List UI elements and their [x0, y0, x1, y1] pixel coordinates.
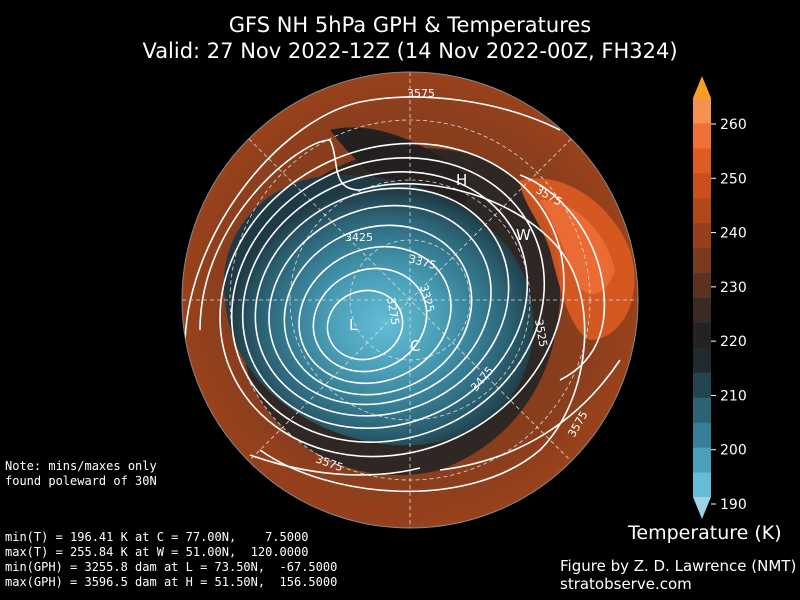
colorbar-segment: [693, 397, 711, 423]
graticule: [182, 72, 638, 528]
colorbar-tick-label: 230: [720, 280, 747, 296]
colorbar-segment: [693, 197, 711, 224]
colorbar-segment: [693, 422, 711, 448]
contour-label: 3425: [345, 231, 373, 244]
colorbar-extend-low: [693, 497, 711, 519]
note-line-2: found poleward of 30N: [5, 474, 157, 488]
contour-label: 3275: [384, 296, 402, 326]
extreme-stats: min(T) = 196.41 K at C = 77.00N, 7.5000 …: [5, 530, 337, 590]
marker-c: C: [410, 337, 420, 355]
colorbar-segment: [693, 122, 711, 149]
contour-label: 3525: [532, 318, 550, 348]
map-boundary: [181, 71, 639, 529]
colorbar-tick-label: 190: [720, 497, 747, 513]
note-text: Note: mins/maxes only found poleward of …: [5, 459, 157, 489]
credit-line-2: stratobserve.com: [560, 575, 692, 593]
title-line-1: GFS NH 5hPa GPH & Temperatures: [228, 13, 592, 37]
colorbar-tick-label: 240: [720, 226, 747, 242]
credit: Figure by Z. D. Lawrence (NMT) stratobse…: [560, 557, 796, 593]
colorbar-segment: [693, 147, 711, 174]
colorbar-tick-label: 220: [720, 334, 747, 350]
colorbar-segment: [693, 472, 711, 498]
colorbar-segment: [693, 297, 711, 323]
contour-label: 3575: [407, 87, 435, 100]
colorbar-segment: [693, 322, 711, 348]
stat-max-t: max(T) = 255.84 K at W = 51.00N, 120.000…: [5, 545, 309, 559]
colorbar-segment: [693, 372, 711, 398]
colorbar-segment: [693, 272, 711, 298]
extreme-markers: H W L C: [349, 171, 531, 355]
stat-max-gph: max(GPH) = 3596.5 dam at H = 51.50N, 156…: [5, 575, 338, 589]
credit-line-1: Figure by Z. D. Lawrence (NMT): [560, 557, 797, 575]
marker-l: L: [349, 316, 358, 334]
marker-h: H: [456, 171, 467, 189]
stat-min-t: min(T) = 196.41 K at C = 77.00N, 7.5000: [5, 530, 309, 544]
note-line-1: Note: mins/maxes only: [5, 459, 157, 473]
colorbar-segment: [693, 247, 711, 274]
colorbar: 190 200 210 220 230 240 250 260: [693, 76, 747, 519]
colorbar-tick-label: 260: [720, 117, 747, 133]
marker-w: W: [516, 226, 531, 244]
colorbar-extend-high: [693, 76, 711, 98]
colorbar-segment: [693, 347, 711, 373]
colorbar-segment: [693, 222, 711, 249]
colorbar-segment: [693, 98, 711, 124]
title-line-2: Valid: 27 Nov 2022-12Z (14 Nov 2022-00Z,…: [142, 39, 678, 63]
colorbar-tick-label: 250: [720, 171, 747, 187]
colorbar-segment: [693, 447, 711, 473]
figure-title: GFS NH 5hPa GPH & Temperatures Valid: 27…: [0, 12, 800, 64]
gph-contours: [184, 96, 621, 493]
stat-min-gph: min(GPH) = 3255.8 dam at L = 73.50N, -67…: [5, 560, 338, 574]
colorbar-segment: [693, 172, 711, 199]
colorbar-tick-label: 200: [720, 443, 747, 459]
colorbar-title: Temperature (K): [628, 522, 782, 544]
colorbar-tick-label: 210: [720, 388, 747, 404]
